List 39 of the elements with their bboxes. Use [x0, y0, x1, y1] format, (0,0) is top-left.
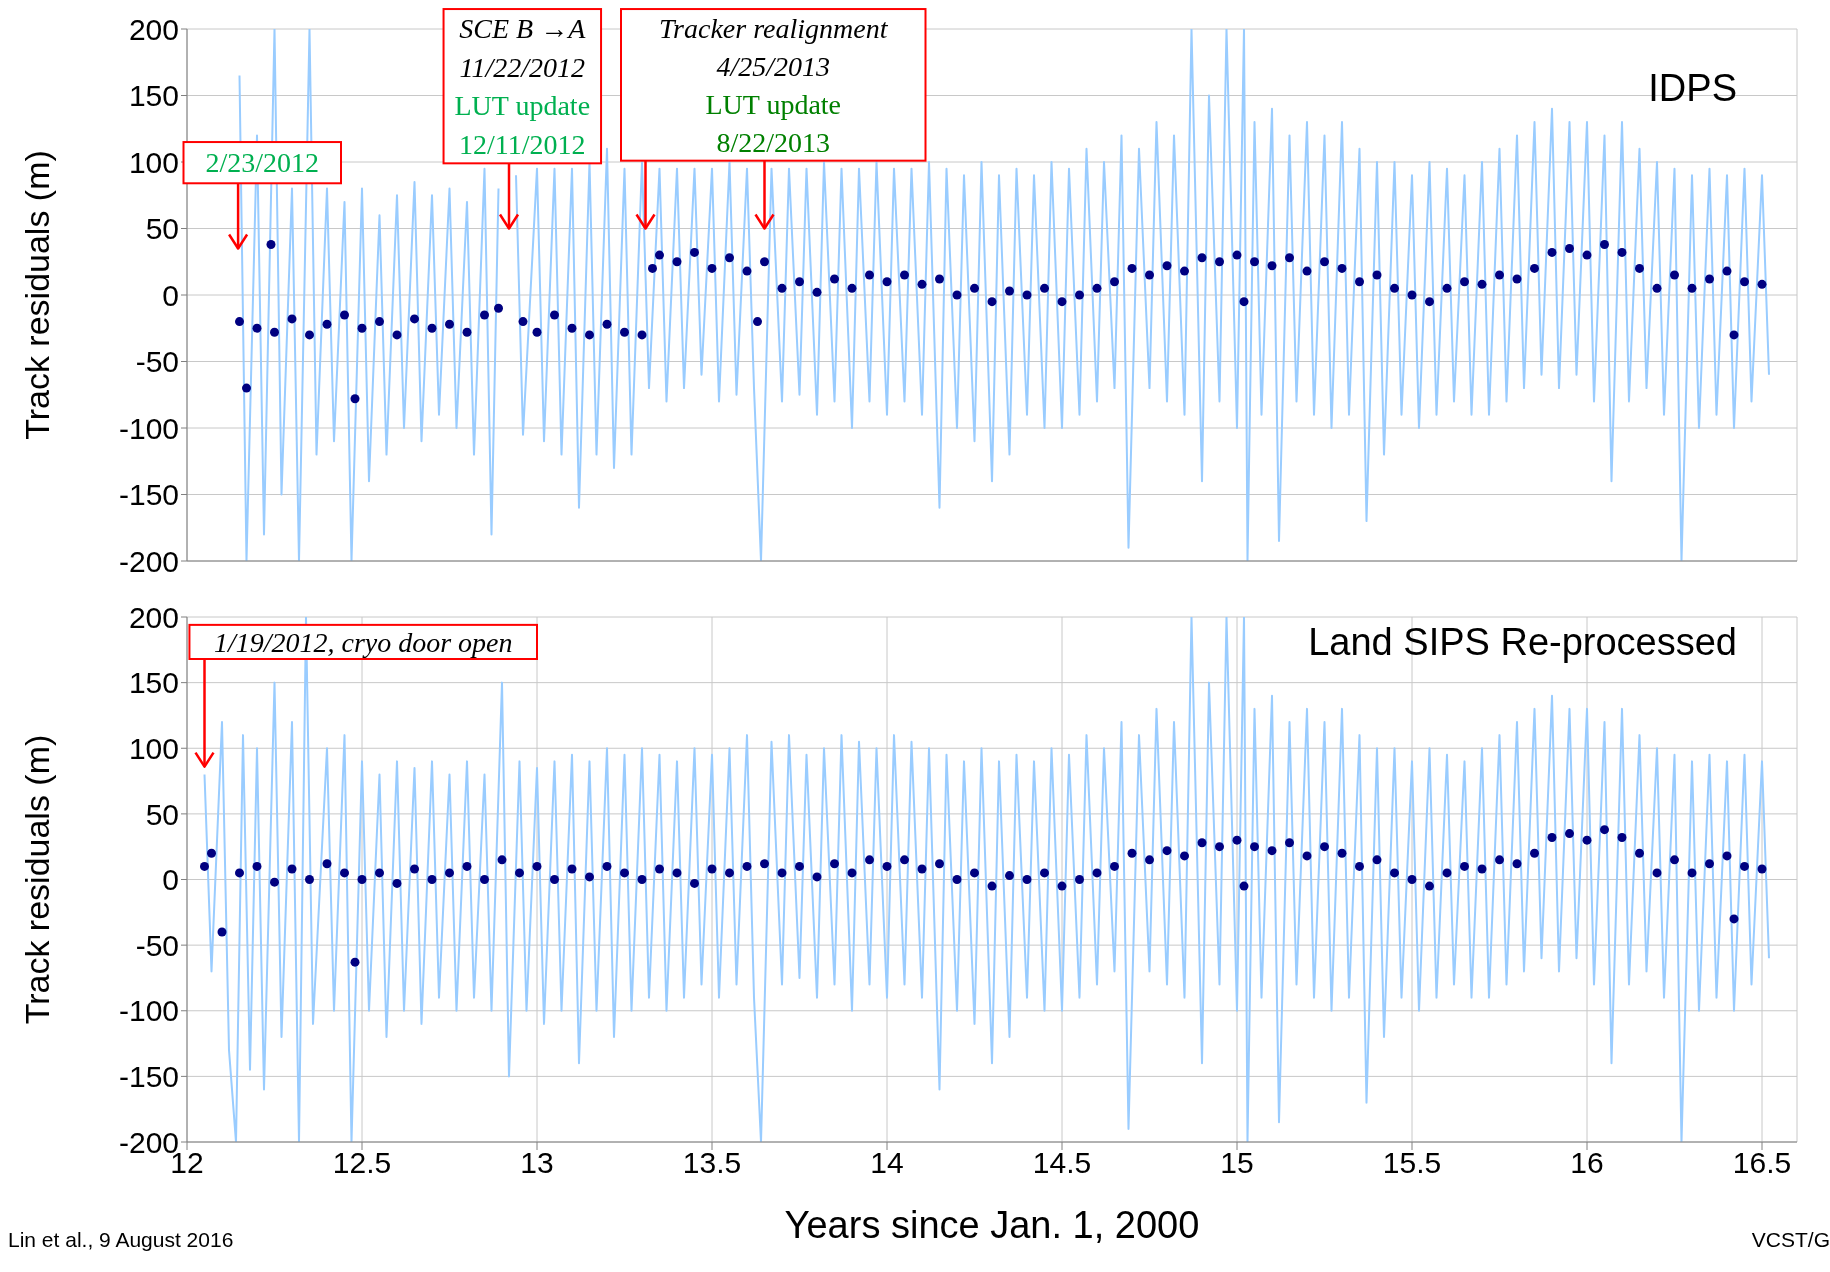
x-tick-label: 13 — [520, 1146, 554, 1180]
y-tick-label: 150 — [128, 666, 179, 700]
x-tick-label: 14.5 — [1032, 1146, 1092, 1180]
x-tick-label: 14 — [870, 1146, 904, 1180]
y-tick-label: -150 — [118, 478, 179, 512]
annotation: SCE B →A 11/22/2012 LUT update 12/11/2012 — [454, 13, 591, 160]
chart-title: Land SIPS Re-processed — [1308, 621, 1737, 663]
y-tick-label: -200 — [118, 544, 179, 578]
y-axis-title: Track residuals (m) — [18, 734, 57, 1025]
y-tick-label: 50 — [145, 212, 179, 246]
line-series — [203, 617, 1770, 1142]
x-tick-label: 15 — [1220, 1146, 1254, 1180]
y-tick-label: 0 — [162, 278, 179, 312]
x-tick-label: 15.5 — [1382, 1146, 1442, 1180]
annotation: 1/19/2012, cryo door open — [213, 626, 513, 658]
y-tick-label: 200 — [128, 12, 179, 46]
x-axis-title: Years since Jan. 1, 2000 — [783, 1204, 1201, 1247]
y-tick-label: -50 — [135, 928, 179, 962]
y-tick-label: 100 — [128, 731, 179, 765]
x-tick-label: 16 — [1570, 1146, 1604, 1180]
y-tick-label: 100 — [128, 145, 179, 179]
y-tick-label: -50 — [135, 345, 179, 379]
x-tick-label: 16.5 — [1732, 1146, 1792, 1180]
text: Lin et al., 9 August 2016 — [8, 1228, 234, 1252]
text: VCST/G — [1751, 1228, 1830, 1252]
y-tick-label: -100 — [118, 994, 179, 1028]
y-tick-label: -150 — [118, 1060, 179, 1094]
y-tick-label: 150 — [128, 79, 179, 113]
y-tick-label: -100 — [118, 411, 179, 445]
x-tick-label: 13.5 — [682, 1146, 742, 1180]
y-tick-label: 50 — [145, 797, 179, 831]
text: IDPS — [1648, 67, 1737, 109]
annotation: 2/23/2012 — [205, 147, 320, 179]
annotation: LUT update 8/22/2013 — [705, 88, 842, 158]
annotation: Tracker realignment 4/25/2013 — [659, 12, 889, 82]
y-tick-label: 200 — [128, 600, 179, 634]
x-tick-label: 12.5 — [332, 1146, 392, 1180]
y-tick-label: 0 — [162, 863, 179, 897]
y-axis-title: Track residuals (m) — [18, 150, 57, 440]
